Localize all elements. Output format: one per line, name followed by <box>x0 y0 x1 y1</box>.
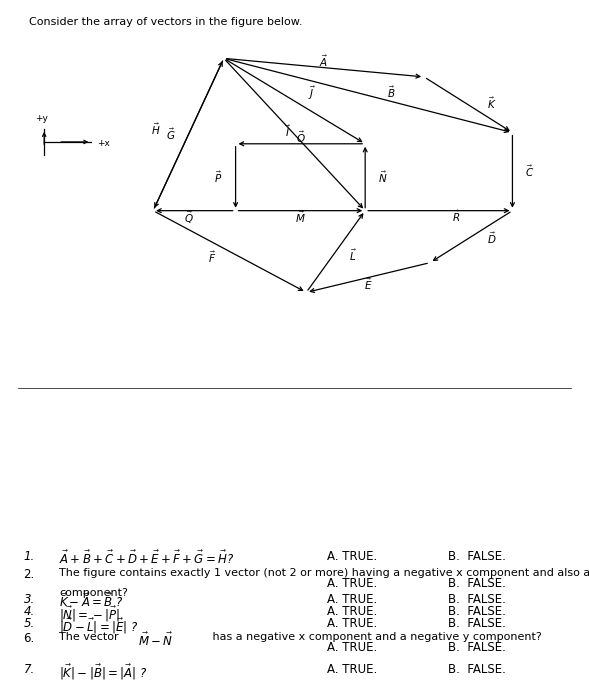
Text: $|\vec{D} - \vec{L}| = |\vec{E}|$ ?: $|\vec{D} - \vec{L}| = |\vec{E}|$ ? <box>59 617 138 636</box>
Text: A. TRUE.: A. TRUE. <box>327 592 377 605</box>
Text: A. TRUE.: A. TRUE. <box>327 577 377 590</box>
Text: +x: +x <box>97 139 110 149</box>
Text: $\vec{N}$: $\vec{N}$ <box>378 169 388 185</box>
Text: $\vec{M} - \vec{N}$: $\vec{M} - \vec{N}$ <box>138 632 173 649</box>
Text: $\vec{G}$: $\vec{G}$ <box>166 127 176 142</box>
Text: $\vec{K} - \vec{A} = \vec{B}$ ?: $\vec{K} - \vec{A} = \vec{B}$ ? <box>59 592 123 610</box>
Text: $\vec{B}$: $\vec{B}$ <box>388 84 396 100</box>
Text: A. TRUE.: A. TRUE. <box>327 550 377 563</box>
Text: The vector: The vector <box>59 632 122 642</box>
Text: The figure contains exactly 1 vector (not 2 or more) having a negative x compone: The figure contains exactly 1 vector (no… <box>59 568 589 579</box>
Text: 1.: 1. <box>24 550 35 563</box>
Text: $\vec{O}$: $\vec{O}$ <box>296 129 305 145</box>
Text: A. TRUE.: A. TRUE. <box>327 641 377 654</box>
Text: 7.: 7. <box>24 663 35 676</box>
Text: B.  FALSE.: B. FALSE. <box>448 663 505 676</box>
Text: +y: +y <box>35 114 48 123</box>
Text: $\vec{Q}$: $\vec{Q}$ <box>184 209 193 226</box>
Text: Consider the array of vectors in the figure below.: Consider the array of vectors in the fig… <box>29 17 303 28</box>
Text: $\vec{H}$: $\vec{H}$ <box>151 121 161 137</box>
Text: 5.: 5. <box>24 617 35 630</box>
Text: A. TRUE.: A. TRUE. <box>327 605 377 618</box>
Text: 6.: 6. <box>24 632 35 645</box>
Text: $\vec{P}$: $\vec{P}$ <box>214 169 222 185</box>
Text: B.  FALSE.: B. FALSE. <box>448 550 505 563</box>
Text: B.  FALSE.: B. FALSE. <box>448 592 505 605</box>
Text: $\vec{L}$: $\vec{L}$ <box>349 248 358 263</box>
Text: 2.: 2. <box>24 568 35 581</box>
Text: 4.: 4. <box>24 605 35 618</box>
Text: A. TRUE.: A. TRUE. <box>327 663 377 676</box>
Text: 3.: 3. <box>24 592 35 605</box>
Text: $\vec{I}$: $\vec{I}$ <box>285 123 292 138</box>
Text: B.  FALSE.: B. FALSE. <box>448 641 505 654</box>
Text: B.  FALSE.: B. FALSE. <box>448 605 505 618</box>
Text: $\vec{A} + \vec{B} + \vec{C} + \vec{D} + \vec{E} + \vec{F} + \vec{G} = \vec{H}$?: $\vec{A} + \vec{B} + \vec{C} + \vec{D} +… <box>59 550 234 568</box>
Text: $|\vec{N}| = -|\vec{P}|$: $|\vec{N}| = -|\vec{P}|$ <box>59 605 120 624</box>
Text: A. TRUE.: A. TRUE. <box>327 617 377 630</box>
Text: component?: component? <box>59 588 128 598</box>
Text: $\vec{R}$: $\vec{R}$ <box>452 208 461 224</box>
Text: $\vec{J}$: $\vec{J}$ <box>308 85 316 103</box>
Text: $|\vec{K}| - |\vec{B}| = |\vec{A}|$ ?: $|\vec{K}| - |\vec{B}| = |\vec{A}|$ ? <box>59 663 147 682</box>
Text: $\vec{M}$: $\vec{M}$ <box>295 210 306 225</box>
Text: $\vec{D}$: $\vec{D}$ <box>487 230 497 246</box>
Text: $\vec{F}$: $\vec{F}$ <box>208 249 216 265</box>
Text: $\vec{E}$: $\vec{E}$ <box>364 277 372 292</box>
Text: $\vec{K}$: $\vec{K}$ <box>487 95 497 111</box>
Text: B.  FALSE.: B. FALSE. <box>448 577 505 590</box>
Text: $\vec{A}$: $\vec{A}$ <box>319 53 329 69</box>
Text: $\vec{C}$: $\vec{C}$ <box>525 164 535 180</box>
Text: has a negative x component and a negative y component?: has a negative x component and a negativ… <box>209 632 542 642</box>
Text: B.  FALSE.: B. FALSE. <box>448 617 505 630</box>
